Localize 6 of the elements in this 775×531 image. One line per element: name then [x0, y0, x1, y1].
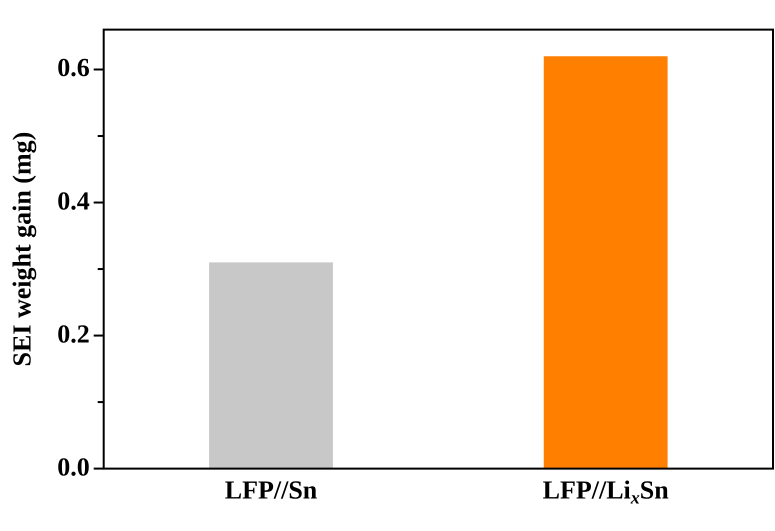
y-tick-label: 0.2	[57, 319, 90, 348]
y-tick-label: 0.4	[57, 186, 90, 216]
x-tick-label: LFP//Sn	[224, 476, 318, 505]
y-tick-label: 0.6	[57, 53, 90, 82]
y-axis-title: SEI weight gain (mg)	[7, 132, 36, 366]
y-tick-label: 0.0	[57, 452, 90, 482]
